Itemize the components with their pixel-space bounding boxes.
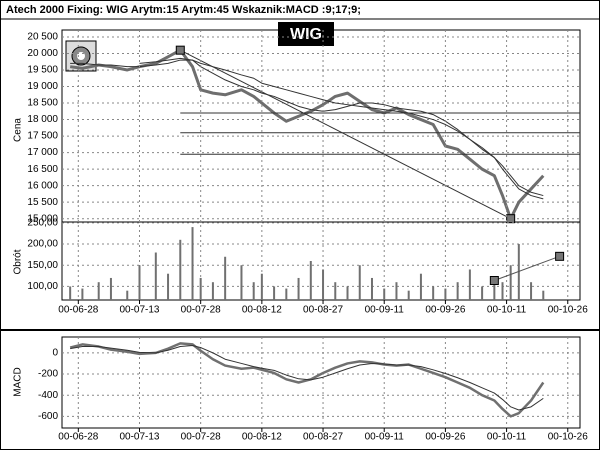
y-tick-label: 16 500 [27,164,58,175]
y-tick-label: 100,00 [27,281,58,292]
x-tick-label: 00-07-28 [181,305,221,316]
volume-bar [260,273,263,300]
x-tick-label: 00-06-28 [58,432,98,443]
line [70,344,544,411]
chart-title: WIG [290,26,322,43]
line [69,342,545,418]
y-tick-label: -600 [38,411,58,422]
volume-bar [81,288,84,300]
y-tick-label: 15 500 [27,197,58,208]
volume-bar [456,282,459,300]
volume-bar [501,282,504,300]
x-tick-label: 00-08-12 [242,305,282,316]
line [70,59,544,200]
x-tick-label: 00-06-28 [58,305,98,316]
volume-bar [468,269,471,300]
volume-bar [97,282,100,300]
y-tick-label: 150,00 [27,260,58,271]
volume-bar [252,282,255,300]
volume-bar [481,286,484,300]
y-tick-label: 16 000 [27,180,58,191]
line [139,57,544,197]
x-tick-label: 00-10-26 [548,305,588,316]
y-tick-label: 19 000 [27,81,58,92]
volume-bar [191,227,194,300]
volume-bar [370,277,373,300]
volume-bar [126,290,129,300]
x-tick-label: 00-10-11 [487,305,527,316]
y-tick-label: 18 500 [27,98,58,109]
x-tick-label: 00-07-13 [119,305,159,316]
volume-bar [199,277,202,300]
volume-bar [395,282,398,300]
marker [555,251,565,261]
volume-bar [167,273,170,300]
volume-bar [138,265,141,300]
title-box [278,22,334,46]
y-tick-label: 20 000 [27,48,58,59]
x-tick-label: 00-07-13 [119,432,159,443]
volume-bar [358,265,361,300]
y-tick-label: 250,00 [27,217,58,228]
y-tick-label: 20 500 [27,32,58,43]
y-tick-label: -400 [38,390,58,401]
line [69,48,545,221]
volume-bar [530,282,533,300]
volume-bar [346,286,349,300]
y-axis-label: Cena [13,118,24,142]
volume-bar [509,265,512,300]
volume-bar [517,244,520,300]
y-tick-label: 18 000 [27,114,58,125]
volume-bar [109,277,112,300]
x-tick-label: 00-09-11 [365,432,405,443]
macd-frame [61,336,581,429]
x-tick-label: 00-09-26 [425,432,465,443]
volume-bar [273,286,276,300]
volume-bar [542,290,545,300]
x-tick-label: 00-10-11 [487,432,527,443]
volume-bar [154,252,157,300]
y-axis-label: Obrót [13,249,24,274]
x-tick-label: 00-07-28 [181,432,221,443]
y-tick-label: 0 [52,348,58,359]
volume-bar [419,273,422,300]
line [494,255,560,281]
marker [175,45,185,55]
volume-bar [383,288,386,300]
y-tick-label: 15 000 [27,213,58,224]
x-tick-label: 00-10-26 [548,432,588,443]
x-tick-label: 00-09-11 [365,305,405,316]
y-tick-label: 200,00 [27,239,58,250]
x-tick-label: 00-08-27 [303,432,343,443]
volume-bar [69,286,72,300]
volume-bar [407,290,410,300]
header: Atech 2000 Fixing: WIG Arytm:15 Arytm:45… [6,4,361,16]
y-tick-label: 19 500 [27,65,58,76]
volume-bar [432,286,435,300]
volume-bar [285,288,288,300]
x-tick-label: 00-08-12 [242,432,282,443]
volume-bar [444,288,447,300]
volume-bar [179,239,182,300]
volume-bar [322,269,325,300]
marker [489,276,499,285]
y-axis-label: MACD [13,367,24,396]
marker [506,214,516,224]
y-tick-label: 17 000 [27,147,58,158]
volume-bar [240,265,243,300]
y-tick-label: 17 500 [27,131,58,142]
line [180,49,511,220]
volume-bar [211,282,214,300]
x-tick-label: 00-08-27 [303,305,343,316]
volume-bar [309,261,312,300]
x-tick-label: 00-09-26 [425,305,465,316]
volume-bar [224,256,227,300]
volume-bar [334,282,337,300]
y-tick-label: -200 [38,369,58,380]
volume-bar [297,277,300,300]
volume-bar [493,277,496,300]
